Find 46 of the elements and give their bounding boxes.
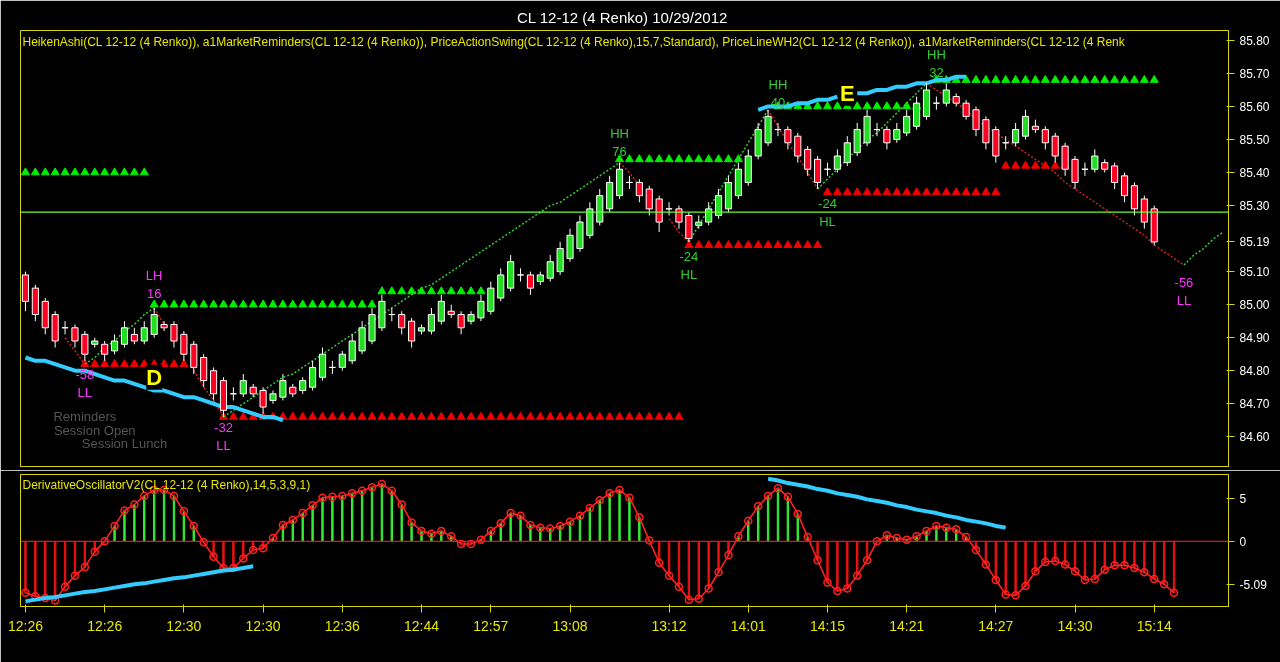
x-tick-label: 12:44 — [404, 617, 440, 634]
y-tick-label: 85.80 — [1239, 33, 1270, 48]
y-tick-label: 85.50 — [1239, 133, 1270, 147]
annotation: LH 16 — [145, 268, 163, 302]
x-tick-label: 14:15 — [809, 617, 846, 634]
x-tick-label: 13:12 — [651, 617, 687, 634]
x-tick-label: 13:08 — [552, 617, 588, 634]
y-tick-label: 84.60 — [1239, 430, 1270, 445]
x-tick-label: 12:57 — [473, 617, 509, 634]
x-tick-label: 12:26 — [7, 617, 44, 634]
x-tick-label: 14:01 — [730, 617, 766, 634]
y-tick-label: 5 — [1239, 492, 1247, 506]
x-tick-label: 14:21 — [889, 617, 925, 634]
y-tick-label: 85.70 — [1239, 66, 1270, 81]
x-tick-label: 14:27 — [978, 617, 1014, 634]
x-tick-label: 12:26 — [87, 617, 123, 634]
chart-subtitle: HeikenAshi(CL 12-12 (4 Renko)), a1MarketReminders(CL 12-12 (4 Renko)), PriceActionSwing(CL 12-12 (4 Renko),15,7,Standard), PriceLineWH2(CL 12-12 (4 Renko)), a1MarketReminders(CL 12-12 (4 Renk — [22, 34, 1126, 49]
y-tick-label: 85.60 — [1239, 99, 1270, 114]
annotation: -24 HL — [679, 248, 699, 282]
x-tick-label: 12:30 — [245, 617, 281, 634]
y-tick-label: 85.40 — [1239, 166, 1270, 181]
y-tick-label: 84.70 — [1239, 397, 1270, 412]
x-tick-label: 12:36 — [324, 617, 361, 634]
chart-title: CL 12-12 (4 Renko) 10/29/2012 — [516, 8, 728, 26]
annotation: HH 32 — [927, 47, 946, 81]
annotation: Reminders — [53, 409, 117, 425]
y-tick-label: -5.09 — [1239, 578, 1268, 593]
chart-title: DerivativeOscillatorV2(CL 12-12 (4 Renko),14,5,3,9,1) — [22, 477, 311, 492]
y-tick-label: 85.10 — [1239, 265, 1270, 280]
annotation: -32 LL — [214, 420, 233, 454]
annotation: Session Open — [53, 422, 136, 438]
annotation: E — [839, 80, 855, 106]
y-tick-label: 85.19 — [1239, 235, 1270, 250]
annotation: D — [146, 364, 163, 390]
y-tick-label: 85.00 — [1239, 298, 1270, 313]
y-tick-label: 84.90 — [1239, 331, 1270, 346]
x-tick-label: 12:30 — [166, 617, 202, 634]
y-tick-label: 85.30 — [1239, 199, 1270, 214]
annotation: -24 HL — [818, 195, 837, 229]
annotation: -56 LL — [1174, 274, 1194, 308]
x-tick-label: 15:14 — [1136, 617, 1172, 634]
y-tick-label: 84.80 — [1239, 364, 1270, 379]
y-tick-label: 0 — [1239, 534, 1247, 549]
annotation: Session Lunch — [81, 435, 168, 451]
x-tick-label: 14:30 — [1057, 617, 1093, 634]
annotation: HH 76 — [610, 126, 629, 160]
